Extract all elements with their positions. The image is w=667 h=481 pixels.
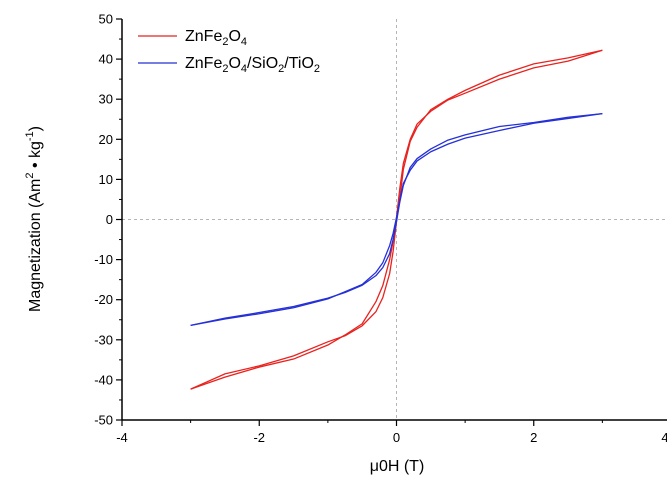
y-tick-label: -10 bbox=[94, 252, 113, 267]
y-tick-label: 0 bbox=[106, 212, 113, 227]
series-2-branch-1-line bbox=[190, 112, 603, 326]
y-axis-title-part: -1 bbox=[24, 131, 36, 141]
x-tick-label: 4 bbox=[661, 430, 667, 445]
y-tick-label: 40 bbox=[99, 52, 113, 67]
x-tick-label: -2 bbox=[253, 430, 265, 445]
x-tick-label: -4 bbox=[116, 430, 128, 445]
y-tick-label: -40 bbox=[94, 372, 113, 387]
y-tick-label: 30 bbox=[99, 92, 113, 107]
y-tick-label: 50 bbox=[99, 12, 113, 27]
x-tick-label: 2 bbox=[530, 430, 537, 445]
series-2-branch-2-line bbox=[190, 112, 603, 326]
series-layer bbox=[190, 49, 603, 390]
y-axis-title-part: Magnetization (Am bbox=[27, 179, 44, 312]
y-tick-label: 10 bbox=[99, 172, 113, 187]
y-axis-title: Magnetization (Am2 • kg-1) bbox=[24, 126, 44, 312]
x-tick-label: 0 bbox=[393, 430, 400, 445]
legend: ZnFe2O4 ZnFe2O4/SiO2/TiO2 bbox=[138, 28, 320, 75]
y-axis-title-part: 2 bbox=[24, 172, 36, 178]
y-axis-title-part: ) bbox=[27, 126, 44, 131]
legend-label-1: ZnFe2O4 bbox=[185, 28, 247, 48]
y-tick-label: -20 bbox=[94, 292, 113, 307]
y-axis-title-part: • kg bbox=[27, 141, 44, 172]
x-axis-title: μ0H (T) bbox=[370, 458, 425, 475]
y-tick-label: -50 bbox=[94, 413, 113, 428]
y-tick-label: -30 bbox=[94, 332, 113, 347]
legend-label-2: ZnFe2O4/SiO2/TiO2 bbox=[185, 55, 320, 75]
y-tick-label: 20 bbox=[99, 132, 113, 147]
